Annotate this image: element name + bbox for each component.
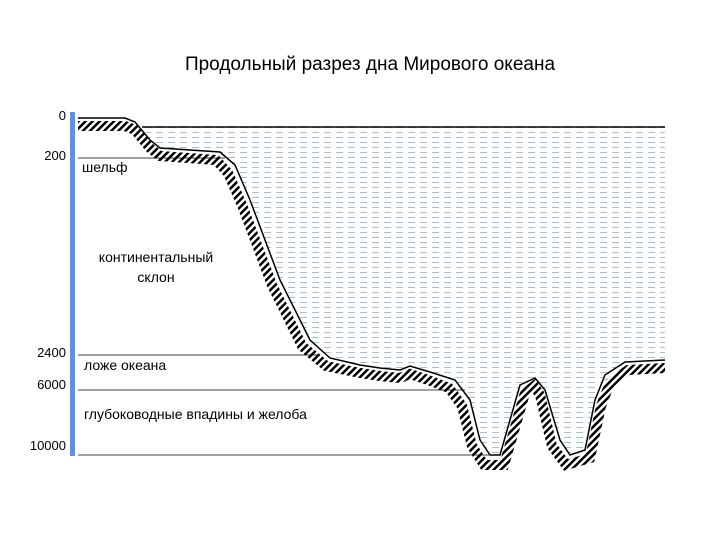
zone-label: шельф bbox=[82, 159, 128, 175]
depth-label: 2400 bbox=[37, 345, 66, 360]
zone-label: глубоководные впадины и желоба bbox=[84, 406, 307, 422]
depth-label: 200 bbox=[44, 148, 66, 163]
zone-label: континентальный bbox=[99, 249, 213, 265]
zone-label: склон bbox=[137, 269, 174, 285]
depth-label: 10000 bbox=[30, 438, 66, 453]
depth-bar bbox=[70, 112, 75, 456]
title: Продольный разрез дна Мирового океана bbox=[185, 54, 555, 75]
depth-label: 0 bbox=[59, 108, 66, 123]
depth-label: 6000 bbox=[37, 377, 66, 392]
floor-profile bbox=[78, 117, 666, 456]
zone-label: ложе океана bbox=[84, 357, 166, 373]
crust-hatch bbox=[78, 121, 666, 471]
water bbox=[142, 127, 665, 455]
